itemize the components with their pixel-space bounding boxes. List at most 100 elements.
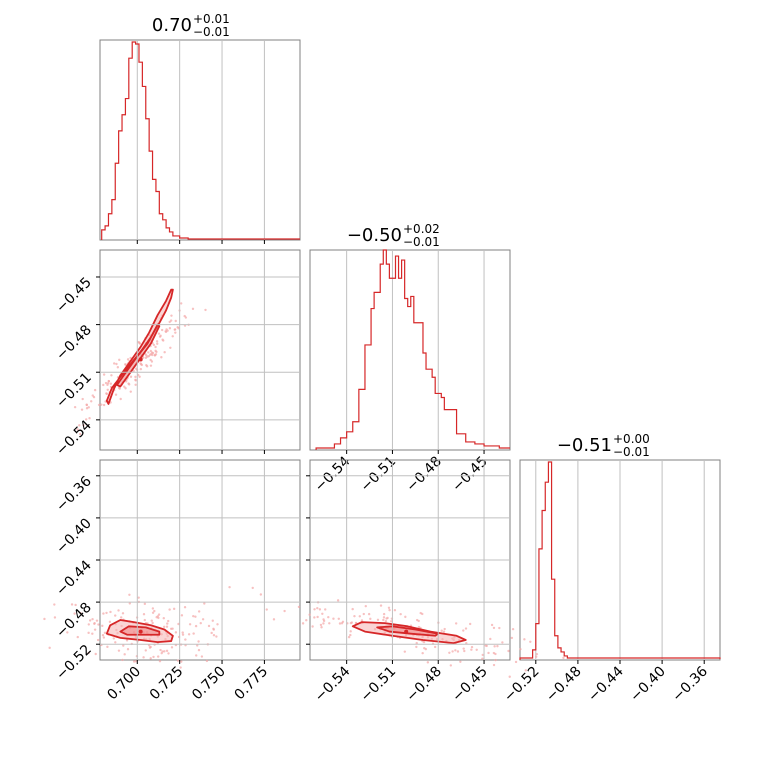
p23_2d-sample-point (524, 669, 527, 672)
p23_2d-xtick-label: −0.48 (403, 664, 445, 706)
p13_2d-sample-point (87, 623, 90, 626)
p13_2d-panel: −0.36−0.40−0.44−0.48−0.52 0.700 0.725 0.750… (43, 459, 301, 703)
p13_2d-ytick-label: −0.48 (53, 600, 95, 642)
p13_2d-sample-point (156, 655, 160, 658)
p12_2d-sample-point (138, 375, 141, 378)
p13_2d-ytick-label: −0.44 (53, 557, 95, 599)
p13_2d-sample-point (197, 648, 201, 652)
p13_2d-sample-point (196, 644, 199, 647)
p23_2d-sample-point (481, 657, 484, 660)
p13_2d-sample-point (102, 636, 106, 639)
p12_2d-sample-point (78, 432, 82, 436)
p12_2d-contour-outer (105, 288, 174, 405)
p12_2d-sample-point (102, 403, 106, 407)
p23_2d-sample-point (327, 615, 330, 619)
p23_2d-sample-point (562, 656, 565, 660)
p23_2d-sample-point (494, 658, 497, 662)
p12_2d-sample-point (134, 375, 137, 379)
p12_2d-sample-point (134, 383, 137, 386)
p12_2d-sample-point (97, 403, 101, 407)
p13_2d-sample-point (117, 609, 120, 612)
p23_2d-sample-point (451, 650, 454, 653)
p12_2d-sample-point (123, 385, 126, 388)
p13_2d-sample-point (153, 609, 156, 613)
p12_2d-sample-point (102, 383, 105, 387)
p23_2d-sample-point (519, 647, 522, 651)
p23_2d-sample-point (426, 661, 430, 664)
p1_hist-frame (99, 39, 301, 241)
p13_2d-sample-point (76, 635, 79, 639)
p23_2d-sample-point (349, 621, 353, 625)
p23_2d-sample-point (336, 599, 340, 602)
p12_2d-sample-point (118, 358, 121, 362)
p12_2d-ytick-label: −0.51 (53, 370, 95, 412)
p12_2d-sample-point (112, 362, 116, 365)
p12_2d-sample-point (73, 405, 77, 409)
p13_2d-sample-point (212, 634, 216, 637)
p13_2d-sample-point (43, 617, 46, 621)
p12_2d-panel: −0.45 −0.48 −0.51 −0.54 (53, 249, 301, 459)
p13_2d-sample-point (192, 614, 195, 618)
p12_2d-sample-point (81, 397, 84, 401)
p23_2d-sample-point (328, 622, 331, 625)
p12_2d-sample-point (119, 397, 122, 401)
p13_2d-sample-point (216, 623, 219, 626)
p12_2d-sample-point (91, 394, 94, 397)
p12_2d-sample-point (171, 335, 174, 338)
p23_2d-sample-point (259, 593, 263, 596)
p13_2d-sample-point (143, 602, 147, 606)
p23_2d-sample-point (501, 641, 504, 644)
p13_2d-sample-point (101, 624, 104, 628)
p3_hist-panel: −0.52 −0.48 −0.44 −0.40 −0.36 (501, 459, 721, 705)
p2_hist-title: −0.50 (347, 225, 402, 246)
p23_2d-sample-point (481, 653, 484, 657)
p13_2d-ytick-label: −0.40 (53, 515, 95, 557)
p23_2d-sample-point (338, 622, 342, 625)
p13_2d-sample-point (125, 639, 129, 642)
p23_2d-sample-point (265, 608, 268, 611)
p13_2d-sample-point (114, 641, 117, 644)
p23_2d-sample-point (470, 648, 473, 651)
p23_2d-sample-point (382, 612, 386, 616)
p13_2d-sample-point (53, 603, 56, 606)
p12_2d-sample-point (160, 328, 164, 332)
p13_2d-sample-point (148, 646, 152, 649)
p13_2d-sample-point (210, 631, 213, 635)
p13_2d-sample-point (177, 622, 180, 626)
p23_2d-sample-point (318, 608, 322, 611)
p13_2d-ytick-label: −0.36 (53, 473, 95, 515)
p12_2d-sample-point (144, 356, 148, 360)
p12_2d-sample-point (104, 381, 108, 385)
p13_2d-sample-point (156, 615, 159, 618)
p12_2d-sample-point (147, 354, 151, 358)
p23_2d-sample-point (489, 637, 492, 641)
p23_2d-sample-point (305, 619, 308, 622)
p13_2d-sample-point (181, 631, 184, 634)
p23_2d-sample-point (399, 612, 402, 616)
p23_2d-sample-point (367, 612, 371, 616)
p2_hist-panel: −0.54 −0.51 −0.48 −0.45 (309, 249, 511, 495)
p13_2d-sample-point (87, 631, 90, 635)
p13_2d-sample-point (183, 606, 187, 609)
p3_hist-xtick-label: −0.44 (585, 663, 627, 705)
p13_2d-sample-point (94, 652, 97, 656)
p13_2d-sample-point (143, 618, 146, 622)
p13_2d-sample-point (109, 610, 112, 614)
p13_2d-sample-point (162, 625, 166, 629)
p23_2d-xtick-label: −0.45 (449, 664, 491, 706)
p13_2d-sample-point (180, 614, 184, 617)
p23_2d-sample-point (484, 644, 487, 647)
p13_2d-sample-point (70, 603, 74, 606)
p23_2d-sample-point (514, 660, 518, 664)
p12_2d-sample-point (139, 367, 143, 371)
p13_2d-sample-point (88, 619, 92, 622)
p23_2d-sample-point (351, 607, 354, 611)
p13_2d-sample-point (134, 660, 138, 663)
p23_2d-sample-point (470, 645, 474, 649)
p23_2d-sample-point (449, 664, 453, 667)
p23_2d-sample-point (379, 604, 383, 607)
p23_2d-sample-point (228, 585, 231, 589)
p12_2d-sample-point (78, 424, 81, 427)
p23_2d-sample-point (308, 613, 311, 616)
